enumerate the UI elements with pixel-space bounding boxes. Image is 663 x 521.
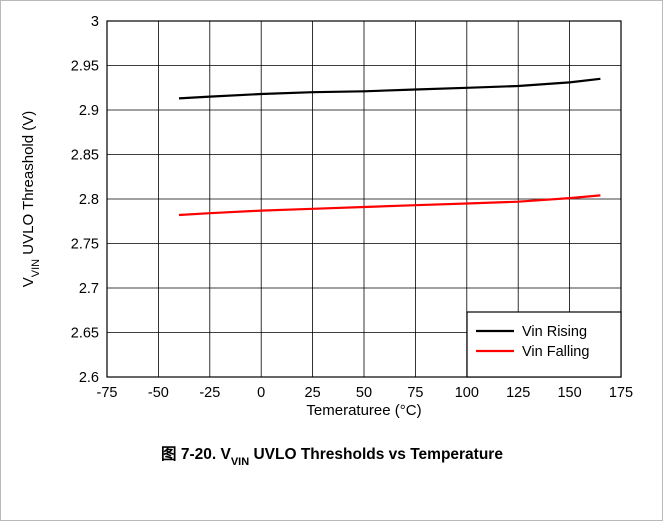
series-line-vin-rising <box>178 77 601 100</box>
y-tick-label: 2.8 <box>79 192 99 208</box>
legend: Vin Rising Vin Falling <box>466 311 622 378</box>
x-axis-label: Temeraturee (°C) <box>306 402 421 419</box>
figure-caption: 图 7-20. VVIN UVLO Thresholds vs Temperat… <box>161 445 503 468</box>
x-tick-label: -25 <box>199 385 220 401</box>
y-axis-label: VVIN UVLO Threashold (V) <box>20 111 42 287</box>
x-tick-label: 100 <box>455 385 479 401</box>
x-tick-label: 0 <box>257 385 265 401</box>
x-tick-labels: -75 -50 -25 0 25 50 75 100 125 150 175 <box>97 385 634 401</box>
y-tick-label: 2.6 <box>79 370 99 386</box>
legend-entry: Vin Rising <box>522 324 587 340</box>
legend-box <box>466 311 622 378</box>
y-tick-label: 2.85 <box>71 148 99 164</box>
series-layer <box>178 77 601 217</box>
x-tick-label: -75 <box>97 385 118 401</box>
legend-entry: Vin Falling <box>522 344 589 360</box>
plot-area <box>106 20 622 378</box>
y-tick-label: 2.7 <box>79 281 99 297</box>
y-tick-label: 2.75 <box>71 237 99 253</box>
x-tick-label: 25 <box>305 385 321 401</box>
y-tick-label: 2.9 <box>79 103 99 119</box>
y-tick-label: 2.65 <box>71 326 99 342</box>
x-tick-label: 175 <box>609 385 633 401</box>
x-tick-label: 125 <box>506 385 530 401</box>
x-tick-label: 75 <box>407 385 423 401</box>
x-tick-label: 50 <box>356 385 372 401</box>
y-tick-label: 3 <box>91 14 99 30</box>
x-tick-label: -50 <box>148 385 169 401</box>
y-tick-labels: 3 2.95 2.9 2.85 2.8 2.75 2.7 2.65 2.6 <box>71 14 99 386</box>
x-tick-label: 150 <box>557 385 581 401</box>
series-line-vin-falling <box>178 194 601 217</box>
y-tick-label: 2.95 <box>71 59 99 75</box>
